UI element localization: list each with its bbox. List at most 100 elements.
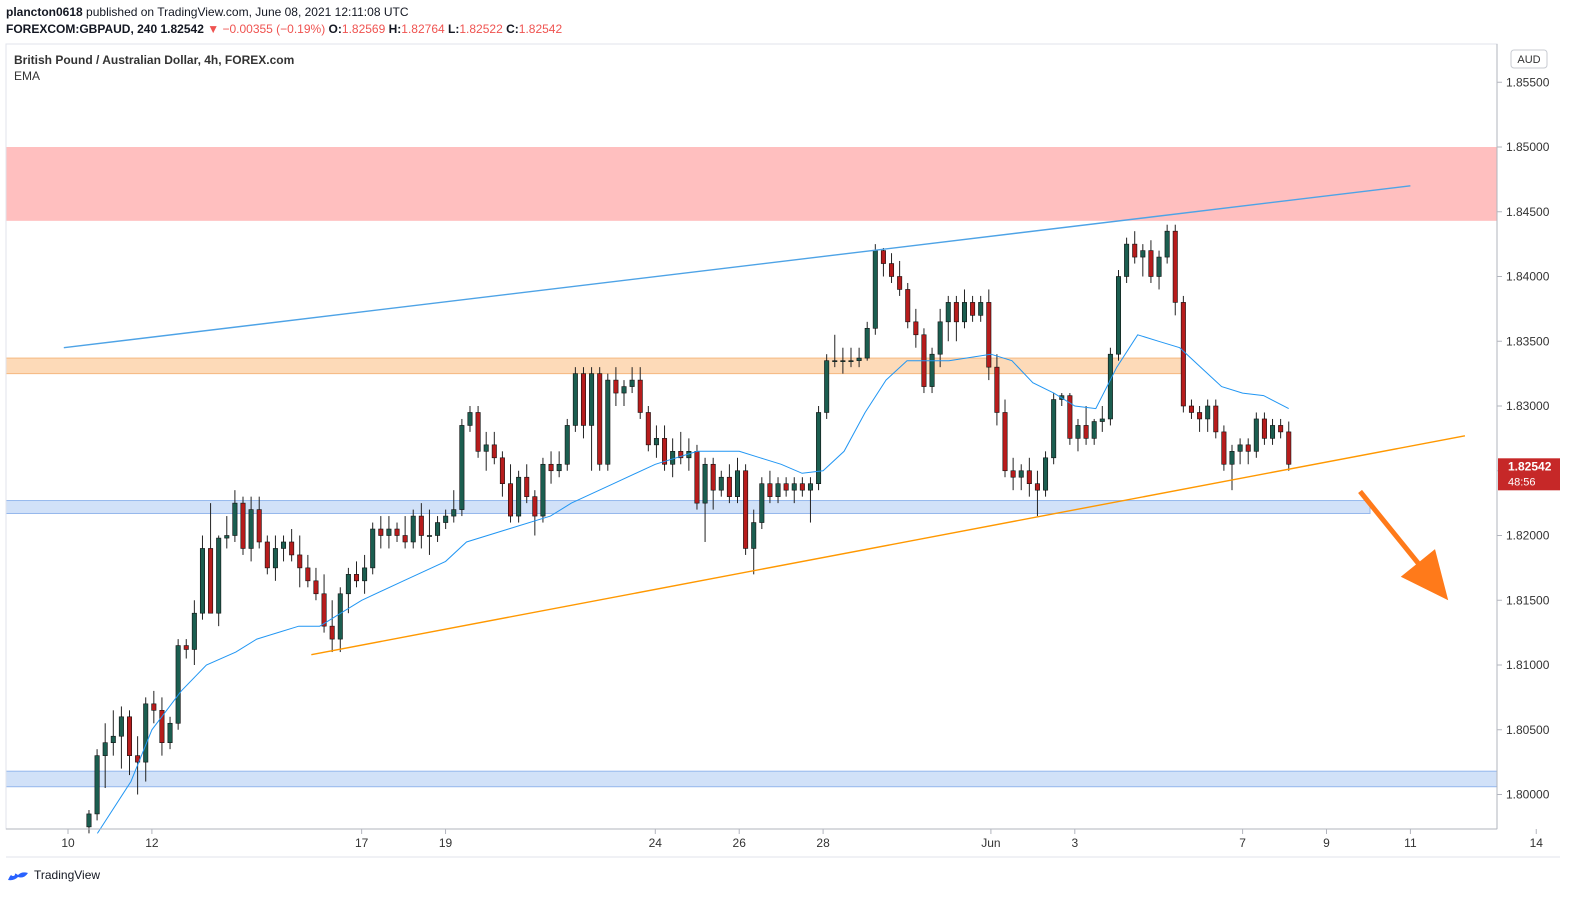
candle-up [86,813,92,828]
candle [913,308,919,348]
candle [224,516,230,549]
candle [791,477,797,504]
candle [435,516,441,542]
candle [313,567,319,601]
candle [556,451,562,478]
candle-up [410,515,416,543]
candle [759,477,765,530]
candle [1026,457,1032,497]
candle [872,244,878,335]
candle [840,347,846,374]
candle [256,496,262,549]
currency-badge[interactable] [1510,49,1548,69]
candle [986,289,992,381]
candle-up [832,360,838,362]
candle-up [670,451,676,465]
overlay-layer [63,185,1466,834]
low-value: 1.82522 [459,22,503,36]
candle [1253,412,1259,458]
y-tick-label: 1.82000 [1506,529,1550,543]
candle-up [751,522,757,549]
blue-zone-lower[interactable] [5,770,1498,788]
high-label: H: [388,22,402,36]
candle-up [734,470,740,497]
down-arrow-annotation[interactable] [1358,489,1449,601]
candle-down [1148,250,1154,277]
candle-down [305,567,311,582]
candle-down [1083,425,1089,439]
x-tick-label: 28 [816,836,830,850]
candle-up [1051,399,1057,459]
price-change: −0.00355 (−0.19%) [222,22,326,36]
orange-zone[interactable] [5,357,1184,375]
candle [289,529,295,562]
candle-down [378,528,384,536]
candle [629,367,635,394]
candle [905,282,911,329]
candle-down [1245,444,1251,452]
y-tick-label: 1.81500 [1506,593,1550,607]
y-tick-label: 1.84500 [1506,205,1550,219]
candle [86,810,92,834]
candle [191,600,197,665]
candle-down [783,483,789,491]
zones-layer [5,147,1498,788]
candle [1043,451,1049,497]
candle-up [702,463,708,504]
candle [362,554,368,594]
candle-down [913,321,919,336]
candle [1107,347,1113,426]
candle [208,503,214,614]
y-tick-label: 1.85000 [1506,140,1550,154]
candle-down [1221,431,1227,465]
candle [1237,438,1243,465]
candle-up [791,483,797,491]
candle [572,367,578,432]
y-tick-label: 1.83000 [1506,399,1550,413]
candle-down [1172,230,1178,303]
ema-line[interactable] [96,334,1289,834]
candle-up [191,612,197,650]
candle [889,253,895,283]
author-name[interactable]: plancton0618 [6,5,83,19]
resistance-trendline[interactable] [63,185,1411,349]
x-tick-label: 19 [439,836,453,850]
candle-down [240,502,246,549]
footer-brand[interactable]: TradingView [6,868,100,882]
candle-up [451,509,457,517]
red-zone[interactable] [6,147,1497,221]
candle-up [653,438,659,446]
candle-up [386,528,392,536]
down-arrow-icon: ▼ [207,22,220,36]
candle-down [475,412,481,452]
legend-indicator[interactable]: EMA [14,69,41,83]
tradingview-logo-icon [8,872,28,881]
support-trendline[interactable] [311,435,1466,656]
candle-up [1164,230,1170,258]
candle [143,697,149,782]
candle [710,457,716,510]
close-value: 1.82542 [518,22,563,36]
candle [978,295,984,322]
candle-down [613,379,619,394]
candle [1132,231,1138,264]
candle [832,334,838,368]
candle [264,535,270,575]
candle [1172,224,1178,316]
candle [775,477,781,504]
candle [1002,399,1008,478]
candle [702,457,708,542]
candle-up [1075,425,1081,439]
candle [645,406,651,452]
candle-down [329,625,335,640]
candle-up [1124,243,1130,277]
candle-down [994,366,1000,413]
candle [199,535,205,620]
candle [1124,237,1130,283]
close-label: C: [506,22,519,36]
candle-down [208,548,214,614]
candle-up [1018,470,1024,478]
candle-up [110,735,116,743]
candle-down [1180,302,1186,407]
